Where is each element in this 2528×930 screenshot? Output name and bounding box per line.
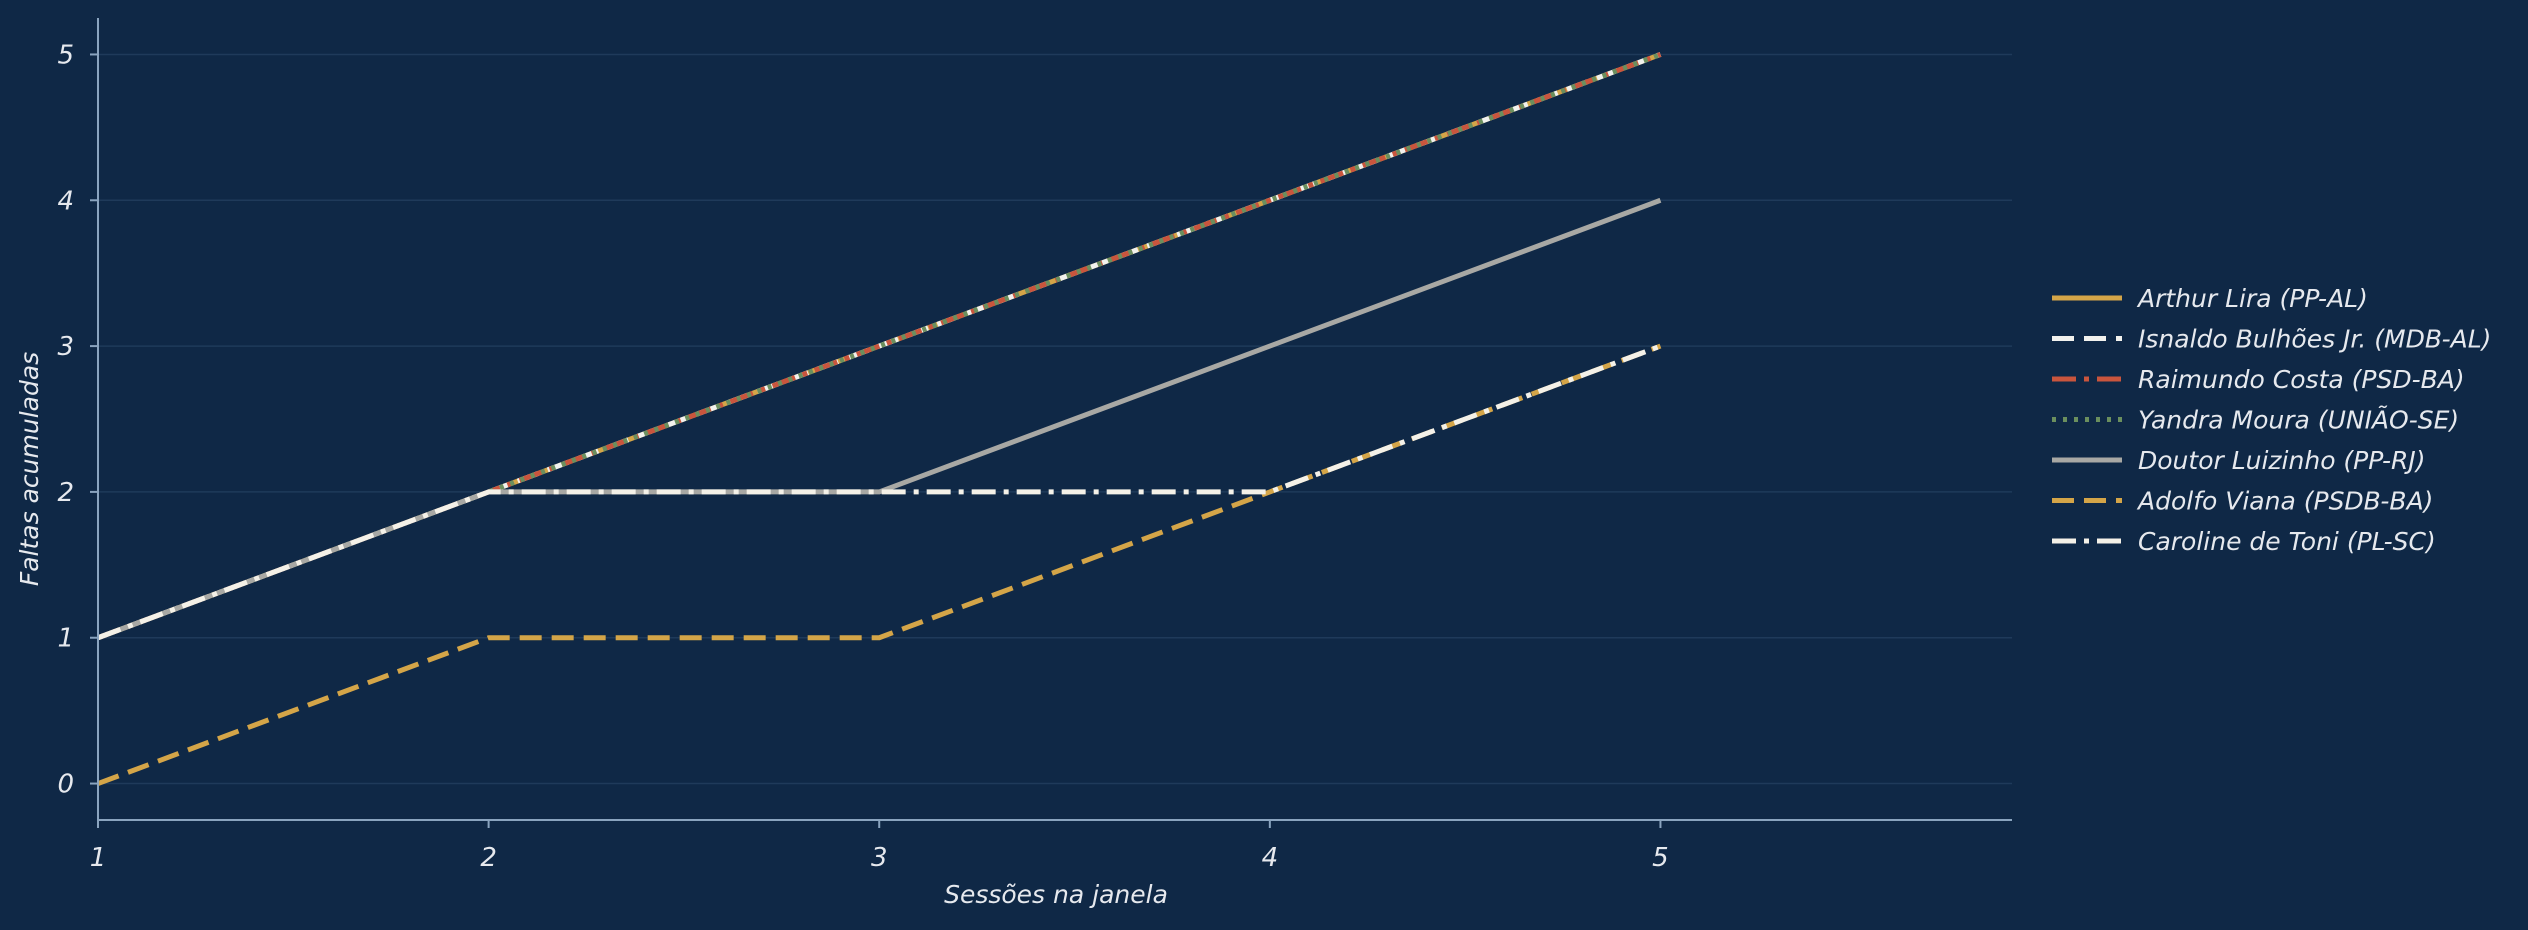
tick-labels: 0 1 2 3 4 5 1 2 3 4 5 — [57, 40, 1668, 873]
legend-label: Doutor Luizinho (PP-RJ) — [2138, 446, 2426, 475]
legend-label: Raimundo Costa (PSD-BA) — [2138, 365, 2465, 394]
series-line-6 — [97, 343, 1662, 786]
x-tick-label: 5 — [1652, 843, 1669, 873]
y-tick-label: 1 — [57, 624, 74, 654]
legend-label: Adolfo Viana (PSDB-BA) — [2136, 487, 2433, 516]
legend-label: Yandra Moura (UNIÃO-SE) — [2138, 405, 2459, 435]
y-tick-label: 0 — [57, 770, 74, 800]
axes — [97, 18, 2012, 821]
x-axis-title: Sessões na janela — [944, 880, 1168, 909]
legend-label: Isnaldo Bulhões Jr. (MDB-AL) — [2138, 325, 2491, 354]
legend-label: Caroline de Toni (PL-SC) — [2138, 527, 2436, 556]
legend: Arthur Lira (PP-AL) Isnaldo Bulhões Jr. (… — [2052, 284, 2491, 556]
y-tick-label: 4 — [57, 186, 74, 216]
series-line-7 — [97, 343, 1662, 641]
x-tick-label: 1 — [90, 843, 107, 873]
x-tick-label: 3 — [871, 843, 888, 873]
series-lines — [97, 52, 1662, 786]
y-tick-label: 2 — [57, 478, 74, 508]
grid-lines — [98, 53, 2012, 785]
y-tick-label: 3 — [57, 332, 74, 362]
y-tick-label: 5 — [57, 40, 74, 70]
x-tick-label: 2 — [480, 843, 497, 873]
x-tick-label: 4 — [1262, 843, 1279, 873]
series-line-5 — [97, 197, 1662, 641]
y-axis-title: Faltas acumuladas — [15, 352, 44, 586]
legend-label: Arthur Lira (PP-AL) — [2136, 284, 2368, 313]
